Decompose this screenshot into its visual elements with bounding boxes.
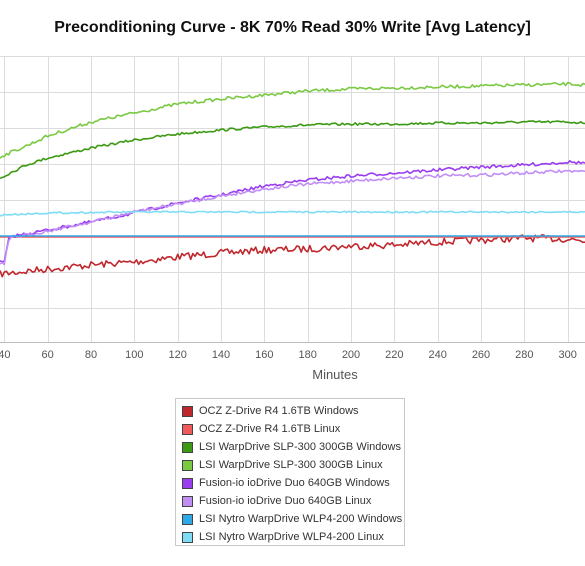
legend-swatch [182,531,193,543]
legend-item: Fusion-io ioDrive Duo 640GB Windows [182,474,398,492]
x-tick-label: 240 [428,349,446,361]
legend-label: LSI WarpDrive SLP-300 300GB Linux [199,459,383,471]
x-tick-label: 280 [515,349,533,361]
x-tick-label: 260 [472,349,490,361]
x-axis-title: Minutes [312,367,358,382]
legend-item: LSI WarpDrive SLP-300 300GB Linux [182,456,398,474]
x-tick-label: 200 [342,349,360,361]
series-line [0,234,585,278]
legend-label: Fusion-io ioDrive Duo 640GB Linux [199,495,372,507]
series-line [0,81,585,159]
legend-label: LSI WarpDrive SLP-300 300GB Windows [199,441,401,453]
legend-item: LSI WarpDrive SLP-300 300GB Windows [182,438,401,456]
legend-label: LSI Nytro WarpDrive WLP4-200 Windows [199,513,403,525]
x-tick-label: 80 [85,349,97,361]
legend-label: OCZ Z-Drive R4 1.6TB Windows [199,405,359,417]
x-tick-label: 100 [125,349,143,361]
x-tick-label: 300 [558,349,576,361]
legend-swatch [182,459,193,471]
legend-swatch [182,405,193,417]
x-tick-label: 140 [212,349,230,361]
legend-label: Fusion-io ioDrive Duo 640GB Windows [199,477,390,489]
series-line [0,169,585,266]
legend-item: LSI Nytro WarpDrive WLP4-200 Windows [182,510,402,528]
x-tick-label: 40 [0,349,10,361]
series-line [0,210,585,217]
legend-item: OCZ Z-Drive R4 1.6TB Linux [182,420,398,438]
legend-item: OCZ Z-Drive R4 1.6TB Windows [182,402,398,420]
legend-label: OCZ Z-Drive R4 1.6TB Linux [199,423,341,435]
legend-swatch [182,441,193,453]
series-line [0,120,585,180]
legend: OCZ Z-Drive R4 1.6TB Windows OCZ Z-Drive… [175,398,405,546]
legend-swatch [182,423,193,435]
x-tick-label: 120 [168,349,186,361]
chart-title: Preconditioning Curve - 8K 70% Read 30% … [54,19,531,36]
legend-swatch [182,495,193,507]
x-tick-label: 180 [298,349,316,361]
x-tick-label: 160 [255,349,273,361]
x-tick-label: 60 [42,349,54,361]
legend-swatch [182,513,193,525]
legend-label: LSI Nytro WarpDrive WLP4-200 Linux [199,531,384,543]
legend-swatch [182,477,193,489]
x-tick-label: 220 [385,349,403,361]
legend-item: Fusion-io ioDrive Duo 640GB Linux [182,492,398,510]
legend-item: LSI Nytro WarpDrive WLP4-200 Linux [182,528,398,546]
